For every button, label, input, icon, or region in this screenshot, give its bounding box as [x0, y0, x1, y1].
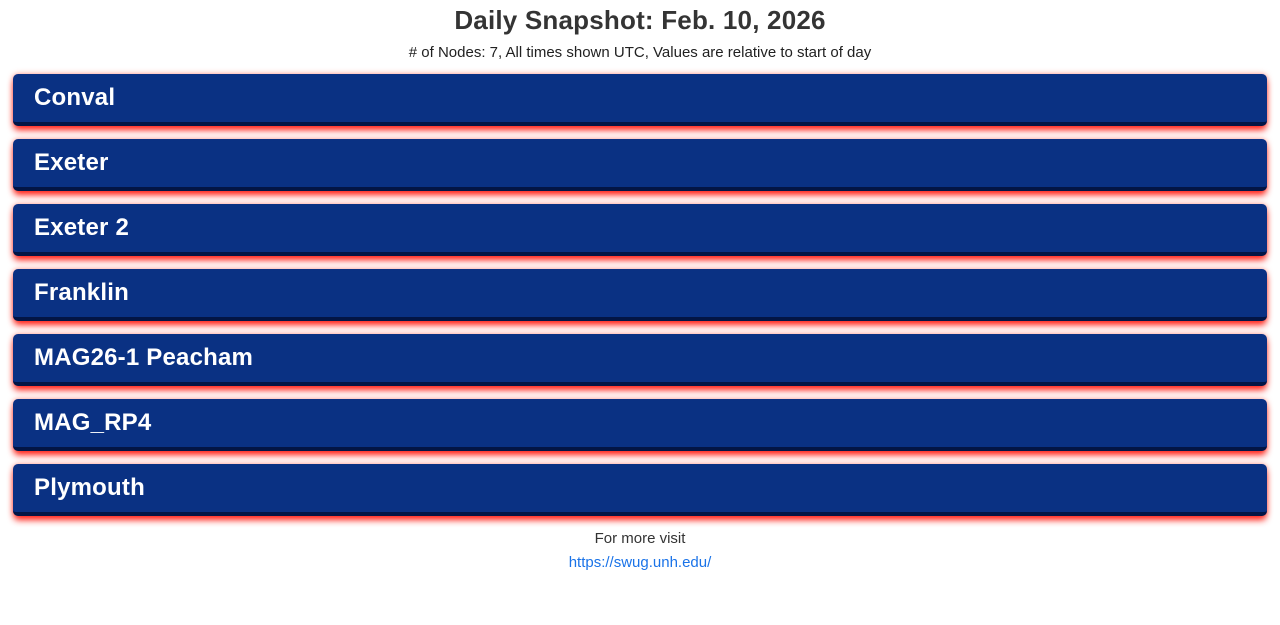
- footer-text: For more visit: [594, 530, 686, 547]
- page-subtitle: # of Nodes: 7, All times shown UTC, Valu…: [408, 44, 872, 61]
- node-bar-conval[interactable]: Conval: [13, 74, 1267, 126]
- node-bar-exeter-2[interactable]: Exeter 2: [13, 204, 1267, 256]
- node-bar-mag26-1-peacham[interactable]: MAG26-1 Peacham: [13, 334, 1267, 386]
- node-bar-mag-rp4[interactable]: MAG_RP4: [13, 399, 1267, 451]
- page-footer: For more visit https://swug.unh.edu/: [0, 530, 1280, 572]
- node-bar-plymouth[interactable]: Plymouth: [13, 464, 1267, 516]
- node-bar-label: Franklin: [34, 279, 129, 306]
- node-bar-franklin[interactable]: Franklin: [13, 269, 1267, 321]
- node-bar-label: MAG26-1 Peacham: [34, 344, 254, 371]
- node-bar-exeter[interactable]: Exeter: [13, 139, 1267, 191]
- node-bar-label: Exeter 2: [34, 214, 129, 241]
- node-bar-label: Plymouth: [34, 474, 145, 501]
- node-bar-label: Exeter: [34, 149, 109, 176]
- page-title: Daily Snapshot: Feb. 10, 2026: [454, 5, 826, 35]
- swug-link[interactable]: https://swug.unh.edu/: [568, 554, 712, 571]
- node-bar-label: MAG_RP4: [34, 409, 152, 436]
- node-bar-label: Conval: [34, 84, 116, 111]
- node-bar-list: Conval Exeter Exeter 2 Franklin MAG26-1 …: [13, 74, 1267, 516]
- page-header: Daily Snapshot: Feb. 10, 2026 # of Nodes…: [0, 0, 1280, 62]
